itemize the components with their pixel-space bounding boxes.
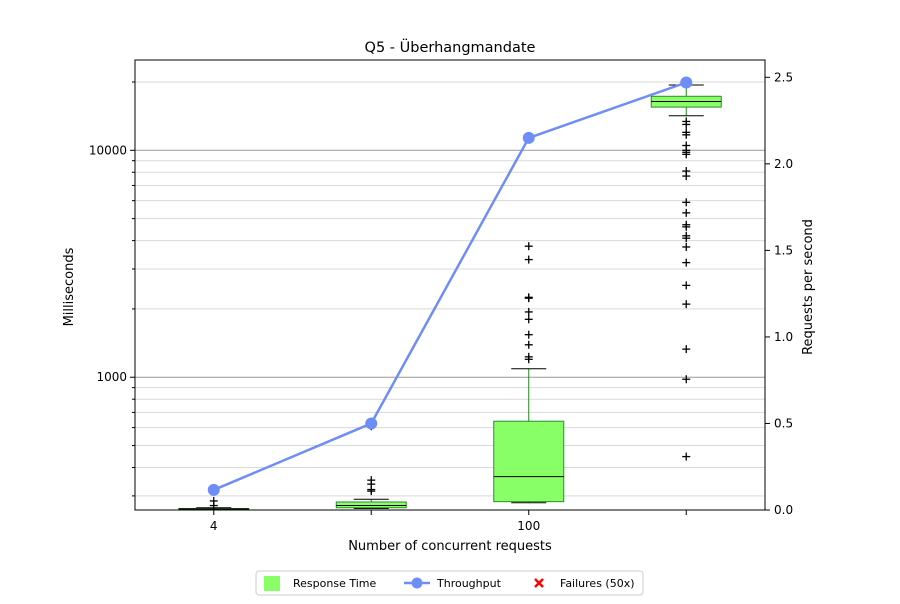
box-outlier <box>682 452 691 461</box>
box-outlier <box>209 496 218 505</box>
box-outlier <box>682 117 691 126</box>
box-outlier <box>682 220 691 229</box>
box <box>493 420 565 503</box>
box-outlier <box>682 167 691 176</box>
x-tick-label: 100 <box>517 519 540 533</box>
y-tick-label: 1000 <box>96 370 127 384</box>
legend: Response Time Throughput Failures (50x) <box>255 570 644 596</box>
x-axis-label: Number of concurrent requests <box>348 539 552 554</box>
plot-frame <box>134 59 766 511</box>
y2-tick-label: 0.0 <box>774 503 793 517</box>
box-outlier <box>524 242 533 251</box>
y2-tick-label: 1.0 <box>774 330 793 344</box>
box-outlier <box>524 307 533 316</box>
y2-tick-label: 1.5 <box>774 243 793 257</box>
throughput-line <box>213 81 687 492</box>
box-outlier <box>682 345 691 354</box>
box-layer <box>178 84 722 510</box>
throughput-point <box>522 131 535 144</box>
box-outlier <box>524 255 533 264</box>
y2-tick-label: 2.0 <box>774 157 793 171</box>
grid-layer <box>135 81 765 497</box>
box-outlier <box>524 293 533 302</box>
y2-tick-label: 0.5 <box>774 416 793 430</box>
y2-axis-label: Requests per second <box>801 219 816 355</box>
y-axis-label: Milliseconds <box>62 247 77 326</box>
box-outlier <box>682 258 691 267</box>
box-outlier <box>682 208 691 217</box>
legend-frame <box>255 570 644 596</box>
legend-failures-label: Failures (50x) <box>560 577 635 590</box>
box-outlier <box>682 128 691 137</box>
box-outlier <box>524 315 533 324</box>
box-outlier <box>367 476 376 485</box>
line-layer <box>207 76 693 496</box>
box-outlier <box>682 141 691 150</box>
box-outlier <box>682 242 691 251</box>
axis-layer: 1000 10000 0.0 0.5 1.0 1.5 2.0 2.5 4 100 <box>89 70 793 533</box>
legend-response-time-label: Response Time <box>293 577 376 590</box>
box <box>335 501 407 509</box>
box-outlier <box>524 352 533 361</box>
box-outlier <box>682 300 691 309</box>
y2-tick-label: 2.5 <box>774 70 793 84</box>
box-outlier <box>682 231 691 240</box>
box-outlier <box>524 340 533 349</box>
box-outlier <box>682 198 691 207</box>
legend-throughput-marker <box>411 577 423 589</box>
chart-title: Q5 - Überhangmandate <box>365 38 536 56</box>
throughput-point <box>207 483 220 496</box>
failure-x-stroke <box>534 578 544 588</box>
x-tick-label: 4 <box>210 519 218 533</box>
throughput-point <box>365 417 378 430</box>
y-tick-label: 10000 <box>89 143 127 157</box>
throughput-point <box>680 76 693 89</box>
legend-failures-marker <box>534 578 544 588</box>
box-outlier <box>682 375 691 384</box>
box-outlier <box>524 330 533 339</box>
legend-response-time-swatch <box>264 576 280 591</box>
legend-throughput-label: Throughput <box>436 577 502 590</box>
box-outlier <box>682 281 691 290</box>
